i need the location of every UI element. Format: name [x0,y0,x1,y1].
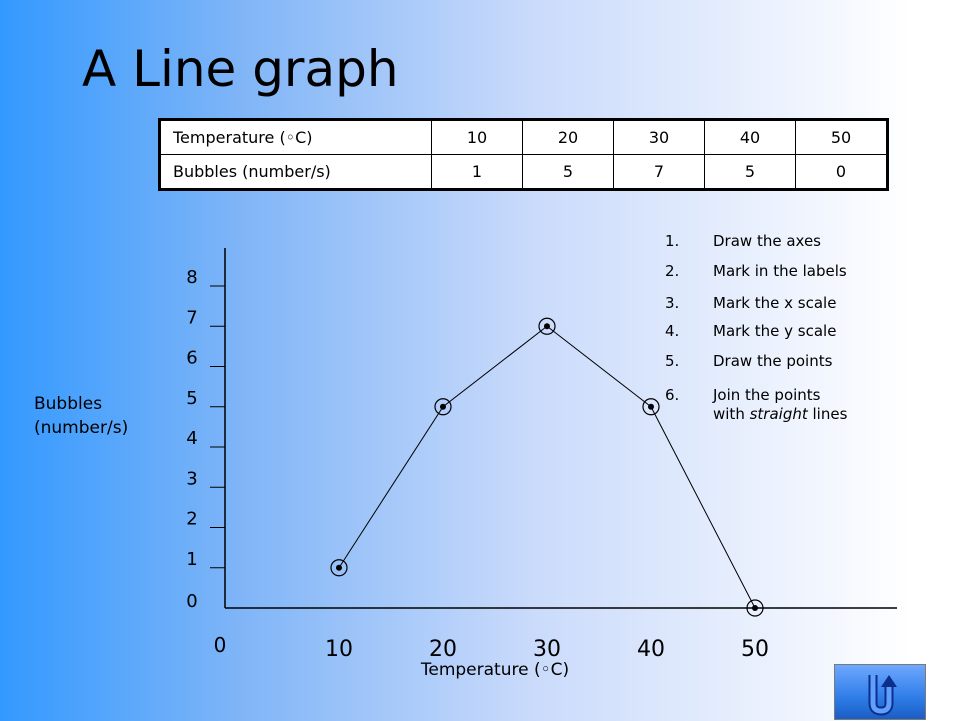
x-tick-label: 30 [533,637,561,662]
data-point-ring [746,599,764,617]
table-row: Bubbles (number/s) 1 5 7 5 0 [159,154,888,190]
instruction-text: Mark the y scale [713,322,837,340]
instruction-text-pre: with [713,405,750,423]
chart-axes [224,248,897,609]
instruction-item: 5. Draw the points [665,352,832,371]
y-tick-label: 4 [186,428,197,449]
x-tick-label: 50 [741,637,769,662]
u-turn-arrow-icon [868,675,897,716]
y-tick-label: 2 [186,509,197,530]
instruction-text-emphasis: straight [749,405,808,423]
instruction-text: Draw the points [713,352,833,370]
x-tick-label: 40 [637,637,665,662]
instruction-text: Mark in the labels [713,262,847,280]
y-tick-label: 6 [186,348,197,369]
data-table: Temperature (◦C) 10 20 30 40 50 Bubbles … [158,118,889,191]
instruction-item: 4. Mark the y scale [665,322,836,341]
instruction-number: 2. [665,262,680,280]
instruction-number: 5. [665,352,680,370]
y-tick-label: 7 [186,307,197,328]
y-axis-label-line: (number/s) [34,418,129,438]
instruction-text-post: lines [807,405,848,423]
table-cell: 1 [431,154,523,190]
x-tick-label: 0 [214,633,227,657]
instruction-item: 3. Mark the x scale [665,294,836,313]
instruction-text: Draw the axes [713,232,821,250]
data-point [752,605,758,611]
home-button[interactable] [834,664,926,720]
row-header-temperature: Temperature (◦C) [159,119,432,155]
y-axis-ticks: 0 1 2 3 4 5 6 7 8 [186,267,225,612]
data-point-ring [538,317,556,335]
data-point-ring [434,398,452,416]
table-cell: 5 [522,154,614,190]
y-tick-label: 8 [186,267,197,288]
data-point [544,323,550,330]
instruction-item: 2. Mark in the labels [665,262,847,281]
instruction-number: 4. [665,322,680,340]
table-row: Temperature (◦C) 10 20 30 40 50 [159,119,888,155]
table-cell: 0 [795,154,888,190]
row-header-bubbles: Bubbles (number/s) [159,154,432,190]
data-point-ring [330,559,348,577]
y-axis-label-line: Bubbles [34,394,103,414]
y-axis-label: Bubbles (number/s) [34,392,128,440]
y-tick-label: 5 [186,388,197,409]
x-axis-label: Temperature (◦C) [420,660,570,680]
data-series [330,317,764,617]
page-title: A Line graph [82,40,399,98]
y-tick-label: 0 [186,591,197,612]
y-tick-label: 1 [186,549,197,570]
data-point-ring [642,398,660,416]
instruction-item: 6. Join the points with straight lines [665,386,847,424]
instruction-text: Join the points with straight lines [713,386,847,424]
x-tick-label: 20 [429,637,457,662]
instruction-number: 6. [665,386,680,404]
y-tick-label: 3 [186,468,197,489]
data-point [440,403,446,410]
x-axis-ticks: 0 10 20 30 40 50 [214,633,769,662]
series-line [338,325,756,609]
instruction-number: 3. [665,294,680,312]
instruction-number: 1. [665,232,680,250]
data-point [336,564,342,571]
x-tick-label: 10 [325,637,353,662]
table-cell: 7 [613,154,705,190]
table-cell: 5 [704,154,796,190]
instruction-text: Mark the x scale [713,294,837,312]
data-point [648,403,654,410]
table-cell: 50 [795,119,888,155]
instruction-item: 1. Draw the axes [665,232,821,251]
instruction-text-line: Join the points [713,386,821,404]
